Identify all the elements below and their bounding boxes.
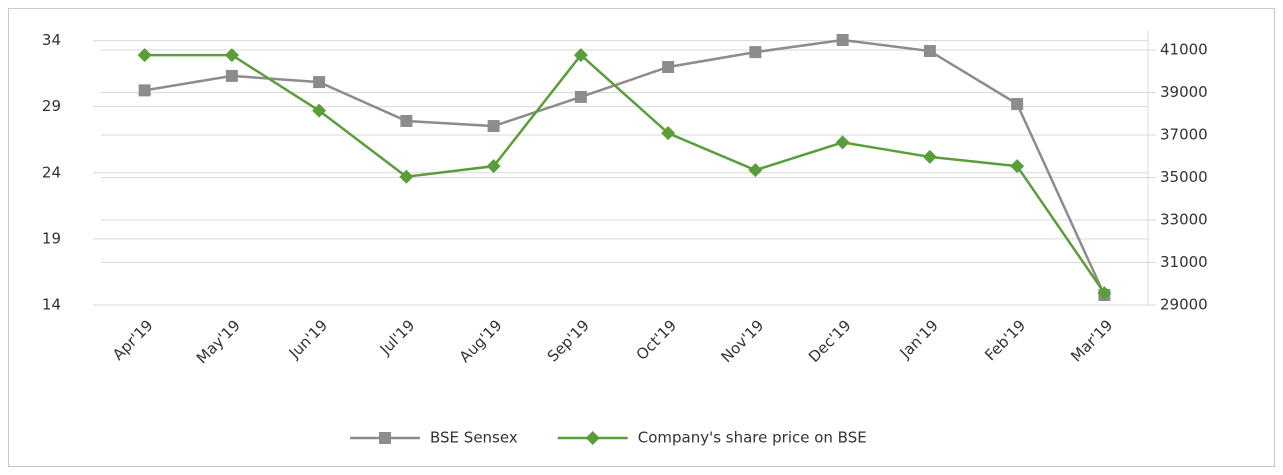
y-tick-label: 34: [42, 31, 61, 49]
data-point: [224, 48, 239, 63]
data-point: [923, 45, 936, 58]
data-point: [836, 33, 849, 46]
data-point: [486, 159, 501, 174]
legend-label: Company's share price on BSE: [638, 429, 867, 447]
data-point: [138, 84, 151, 97]
data-point: [573, 48, 588, 63]
y-tick-label: 19: [42, 229, 61, 247]
data-point: [225, 69, 238, 82]
data-point: [922, 149, 937, 164]
legend-label: BSE Sensex: [430, 429, 518, 447]
data-point: [487, 120, 500, 133]
data-point: [748, 163, 763, 178]
series-line: [144, 53, 1106, 294]
data-point: [1097, 286, 1112, 301]
y2-tick-label: 35000: [1160, 168, 1208, 186]
data-point: [662, 60, 675, 73]
data-point: [749, 46, 762, 59]
y-tick-label: 29: [42, 97, 61, 115]
y2-tick-label: 33000: [1160, 210, 1208, 228]
data-point: [137, 48, 152, 63]
data-point: [661, 126, 676, 141]
y2-tick-label: 39000: [1160, 83, 1208, 101]
data-point: [312, 103, 327, 118]
data-point: [835, 135, 850, 150]
y2-tick-label: 31000: [1160, 253, 1208, 271]
data-point: [399, 169, 414, 184]
legend-marker: [585, 431, 600, 445]
y2-tick-label: 37000: [1160, 125, 1208, 143]
y2-tick-label: 41000: [1160, 40, 1208, 58]
y2-tick-label: 29000: [1160, 296, 1208, 314]
data-point: [313, 76, 326, 89]
series-line: [144, 38, 1106, 296]
chart-frame: [8, 8, 1275, 467]
data-point: [574, 90, 587, 103]
data-point: [400, 114, 413, 127]
y-tick-label: 14: [42, 296, 61, 314]
y-tick-label: 24: [42, 163, 61, 181]
data-point: [1010, 159, 1025, 174]
data-point: [1011, 97, 1024, 110]
legend-marker: [379, 432, 391, 444]
